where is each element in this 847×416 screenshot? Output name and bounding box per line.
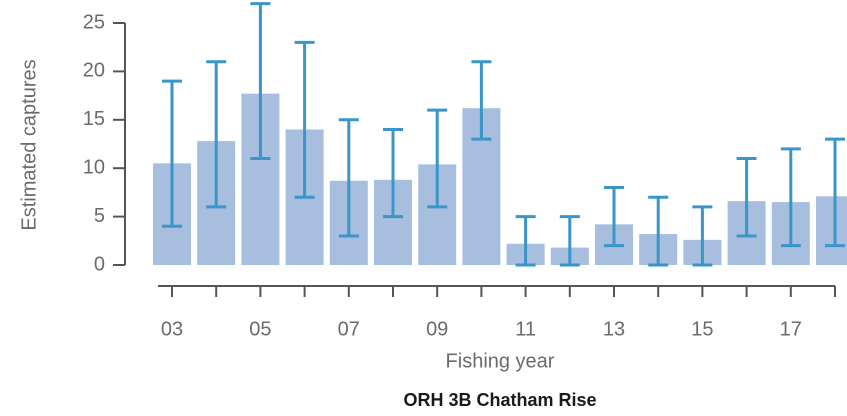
x-tick-label: 05 [249, 318, 271, 340]
y-tick-label: 20 [83, 60, 105, 82]
x-axis-label: Fishing year [446, 350, 555, 372]
chart-title: ORH 3B Chatham Rise [403, 390, 596, 410]
y-tick-label: 25 [83, 11, 105, 33]
y-tick-label: 10 [83, 156, 105, 178]
x-tick-label: 07 [338, 318, 360, 340]
y-tick-label: 5 [94, 205, 105, 227]
x-tick-label: 17 [780, 318, 802, 340]
y-axis-label: Estimated captures [18, 59, 40, 230]
x-tick-label: 13 [603, 318, 625, 340]
x-tick-label: 15 [691, 318, 713, 340]
y-tick-label: 15 [83, 108, 105, 130]
y-tick-label: 0 [94, 253, 105, 275]
bar [816, 196, 847, 265]
x-tick-label: 11 [515, 318, 536, 340]
x-tick-label: 09 [426, 318, 448, 340]
x-tick-label: 03 [161, 318, 183, 340]
